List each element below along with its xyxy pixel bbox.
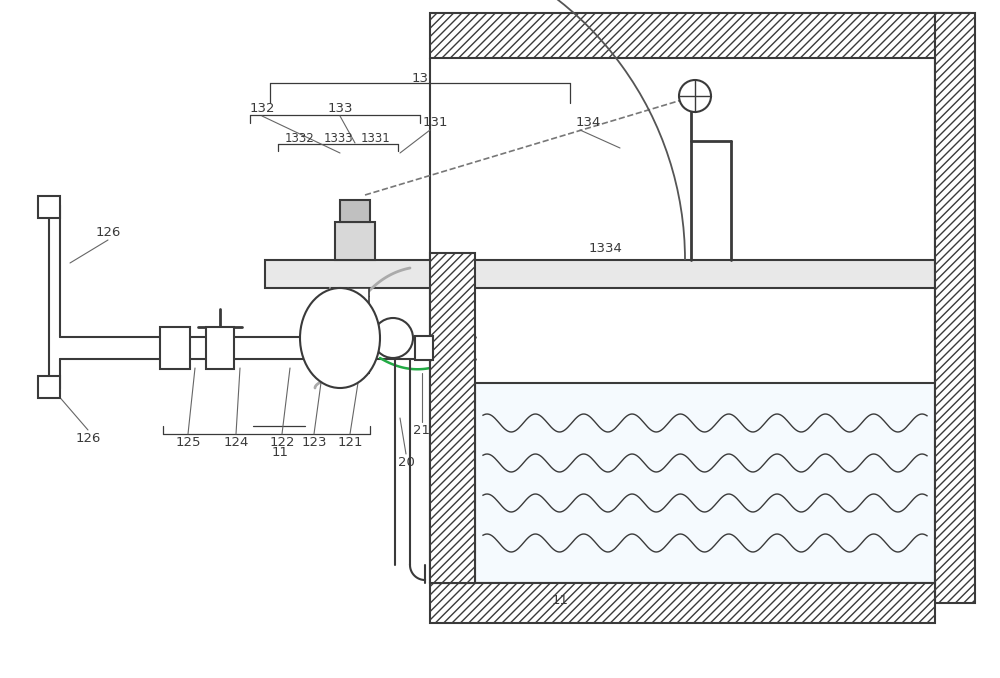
Circle shape bbox=[373, 318, 413, 358]
Text: 132: 132 bbox=[249, 102, 275, 115]
Text: 1333: 1333 bbox=[323, 132, 353, 144]
Bar bbox=[340, 200, 370, 222]
Bar bbox=[160, 327, 190, 369]
Text: 125: 125 bbox=[175, 437, 201, 450]
Bar bbox=[206, 327, 234, 369]
Text: 1332: 1332 bbox=[285, 132, 315, 144]
Text: 13: 13 bbox=[412, 71, 428, 85]
Bar bbox=[38, 376, 60, 398]
Bar bbox=[341, 288, 369, 373]
Text: 131: 131 bbox=[422, 117, 448, 129]
Circle shape bbox=[679, 80, 711, 112]
Text: 1334: 1334 bbox=[588, 241, 622, 254]
Bar bbox=[335, 222, 375, 260]
Text: 124: 124 bbox=[223, 437, 249, 450]
Text: 20: 20 bbox=[398, 456, 414, 469]
Bar bbox=[430, 13, 970, 58]
Text: 126: 126 bbox=[95, 226, 121, 239]
Text: 11: 11 bbox=[272, 447, 288, 460]
Text: 134: 134 bbox=[575, 117, 601, 129]
Text: 11: 11 bbox=[552, 593, 568, 607]
Text: 121: 121 bbox=[337, 437, 363, 450]
Text: 133: 133 bbox=[327, 102, 353, 115]
Text: 123: 123 bbox=[301, 437, 327, 450]
Bar bbox=[935, 13, 975, 603]
Text: 1331: 1331 bbox=[361, 132, 391, 144]
Ellipse shape bbox=[300, 288, 380, 388]
Bar bbox=[38, 196, 60, 218]
Text: 21: 21 bbox=[414, 424, 430, 437]
Bar bbox=[265, 260, 935, 288]
Bar bbox=[430, 583, 935, 623]
Text: 122: 122 bbox=[269, 437, 295, 450]
Text: 126: 126 bbox=[75, 431, 101, 445]
Bar bbox=[430, 253, 475, 583]
Bar bbox=[415, 336, 433, 360]
Bar bbox=[475, 383, 935, 583]
